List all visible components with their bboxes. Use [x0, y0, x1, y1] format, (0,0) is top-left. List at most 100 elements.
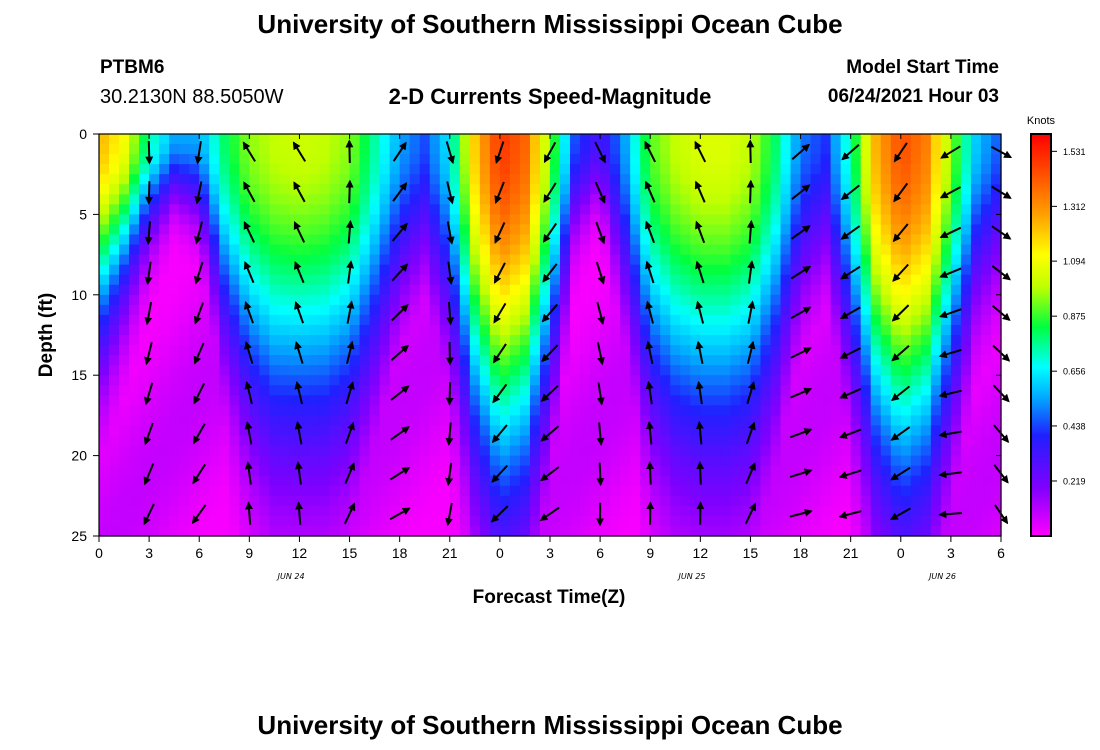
heatmap-cell [169, 505, 180, 517]
heatmap-cell [129, 164, 140, 175]
heatmap-cell [650, 314, 661, 326]
heatmap-cell [610, 345, 621, 356]
heatmap-cell [169, 144, 180, 155]
heatmap-cell [690, 495, 701, 507]
heatmap-cell [710, 324, 721, 336]
heatmap-cell [730, 445, 742, 457]
heatmap-cell [560, 214, 571, 226]
heatmap-cell [509, 345, 521, 356]
heatmap-cell [880, 294, 892, 306]
heatmap-cell [750, 254, 762, 266]
heatmap-cell [880, 525, 892, 537]
heatmap-cell [970, 365, 982, 376]
heatmap-cell [229, 174, 240, 185]
heatmap-cell [519, 184, 531, 195]
heatmap-cell [640, 465, 651, 477]
heatmap-cell [239, 214, 250, 226]
heatmap-cell [389, 375, 401, 386]
heatmap-cell [379, 134, 391, 145]
heatmap-cell [529, 264, 541, 276]
heatmap-cell [830, 475, 842, 487]
heatmap-cell [560, 505, 571, 517]
heatmap-cell [990, 475, 1002, 487]
heatmap-cell [580, 355, 591, 366]
heatmap-cell [99, 515, 110, 527]
heatmap-cell [630, 385, 641, 396]
heatmap-cell [980, 274, 992, 286]
heatmap-cell [910, 405, 922, 416]
heatmap-cell [770, 475, 782, 487]
heatmap-cell [289, 485, 301, 497]
heatmap-cell [880, 204, 892, 215]
heatmap-cell [550, 435, 561, 447]
heatmap-cell [389, 314, 401, 326]
heatmap-cell [950, 134, 962, 145]
heatmap-cell [159, 244, 170, 256]
heatmap-cell [620, 445, 631, 457]
heatmap-cell [389, 525, 401, 537]
heatmap-cell [239, 335, 250, 346]
heatmap-cell [750, 345, 762, 356]
heatmap-cell [259, 505, 270, 517]
heatmap-cell [399, 415, 411, 427]
heatmap-cell [289, 204, 301, 215]
heatmap-cell [229, 415, 240, 427]
heatmap-cell [690, 435, 701, 447]
heatmap-cell [990, 194, 1002, 205]
heatmap-cell [750, 445, 762, 457]
heatmap-cell [409, 415, 421, 427]
heatmap-cell [129, 395, 140, 406]
heatmap-cell [750, 144, 762, 155]
heatmap-cell [119, 274, 130, 286]
heatmap-cell [950, 164, 962, 175]
heatmap-cell [449, 264, 461, 276]
heatmap-cell [660, 284, 671, 296]
heatmap-cell [239, 134, 250, 145]
heatmap-cell [890, 174, 902, 185]
heatmap-cell [479, 335, 491, 346]
heatmap-cell [229, 385, 240, 396]
heatmap-cell [389, 264, 401, 276]
heatmap-cell [369, 234, 381, 246]
heatmap-cell [740, 194, 752, 205]
heatmap-cell [750, 335, 762, 346]
heatmap-cell [199, 395, 210, 406]
heatmap-cell [930, 345, 942, 356]
heatmap-cell [229, 375, 240, 386]
heatmap-cell [910, 274, 922, 286]
heatmap-cell [850, 314, 862, 326]
heatmap-cell [670, 445, 681, 457]
current-vector [194, 181, 203, 205]
heatmap-cell [590, 525, 601, 537]
heatmap-cell [439, 294, 451, 306]
heatmap-cell [149, 294, 160, 306]
heatmap-cell [890, 505, 902, 517]
heatmap-cell [169, 234, 180, 246]
heatmap-cell [750, 415, 762, 427]
heatmap-cell [710, 395, 721, 406]
heatmap-cell [399, 435, 411, 447]
heatmap-cell [750, 405, 762, 416]
heatmap-cell [379, 505, 391, 517]
heatmap-cell [489, 455, 501, 467]
heatmap-cell [279, 174, 291, 185]
heatmap-cell [920, 154, 932, 165]
heatmap-cell [479, 284, 491, 296]
current-vector [595, 261, 606, 285]
heatmap-cell [810, 445, 822, 457]
heatmap-cell [700, 254, 711, 266]
heatmap-cell [179, 335, 190, 346]
heatmap-cell [229, 144, 240, 155]
heatmap-cell [359, 204, 371, 215]
heatmap-cell [389, 335, 401, 346]
heatmap-cell [960, 335, 972, 346]
heatmap-cell [439, 475, 451, 487]
heatmap-cell [720, 214, 731, 226]
heatmap-cell [139, 415, 150, 427]
heatmap-cell [529, 194, 541, 205]
current-vector [890, 466, 911, 481]
heatmap-cell [429, 184, 441, 195]
heatmap-cell [209, 224, 220, 236]
heatmap-cell [509, 284, 521, 296]
heatmap-cell [99, 455, 110, 467]
